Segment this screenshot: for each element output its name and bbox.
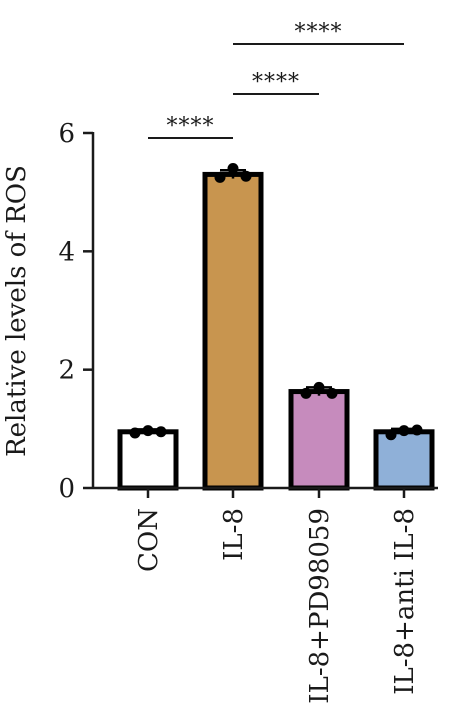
bar xyxy=(202,171,264,491)
x-axis: CON IL-8 IL-8+PD98059 IL-8+anti IL-8 xyxy=(93,486,438,704)
data-point xyxy=(313,381,325,393)
data-point xyxy=(129,427,141,439)
bar xyxy=(288,389,350,491)
y-tick-label: 0 xyxy=(58,474,75,504)
significance-label: **** xyxy=(167,114,215,139)
y-axis: 0 2 4 6 xyxy=(58,119,95,504)
bar xyxy=(117,429,179,491)
y-tick-label: 2 xyxy=(58,356,75,386)
x-tick-label: IL-8+PD98059 xyxy=(305,508,335,704)
data-point xyxy=(398,425,410,437)
bar xyxy=(373,429,435,491)
data-point xyxy=(155,426,167,438)
data-point xyxy=(411,424,423,436)
data-point xyxy=(326,387,338,399)
y-axis-title: Relative levels of ROS xyxy=(2,165,32,457)
data-point xyxy=(300,387,312,399)
data-point xyxy=(385,429,397,441)
y-tick-label: 6 xyxy=(58,119,75,149)
significance-label: **** xyxy=(252,70,300,95)
x-tick-label: CON xyxy=(134,508,164,572)
significance-label: **** xyxy=(295,20,343,45)
data-point xyxy=(227,163,239,174)
x-tick-label: IL-8 xyxy=(219,508,249,561)
significance-brackets: **** **** **** xyxy=(148,20,404,139)
x-tick-label: IL-8+anti IL-8 xyxy=(390,508,420,695)
bars-group xyxy=(117,163,435,491)
data-point xyxy=(240,170,252,182)
data-point xyxy=(142,425,154,437)
y-tick-label: 4 xyxy=(58,237,75,267)
data-point xyxy=(214,171,226,183)
